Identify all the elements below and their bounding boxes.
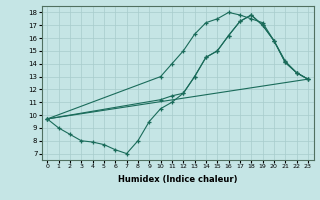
X-axis label: Humidex (Indice chaleur): Humidex (Indice chaleur) (118, 175, 237, 184)
